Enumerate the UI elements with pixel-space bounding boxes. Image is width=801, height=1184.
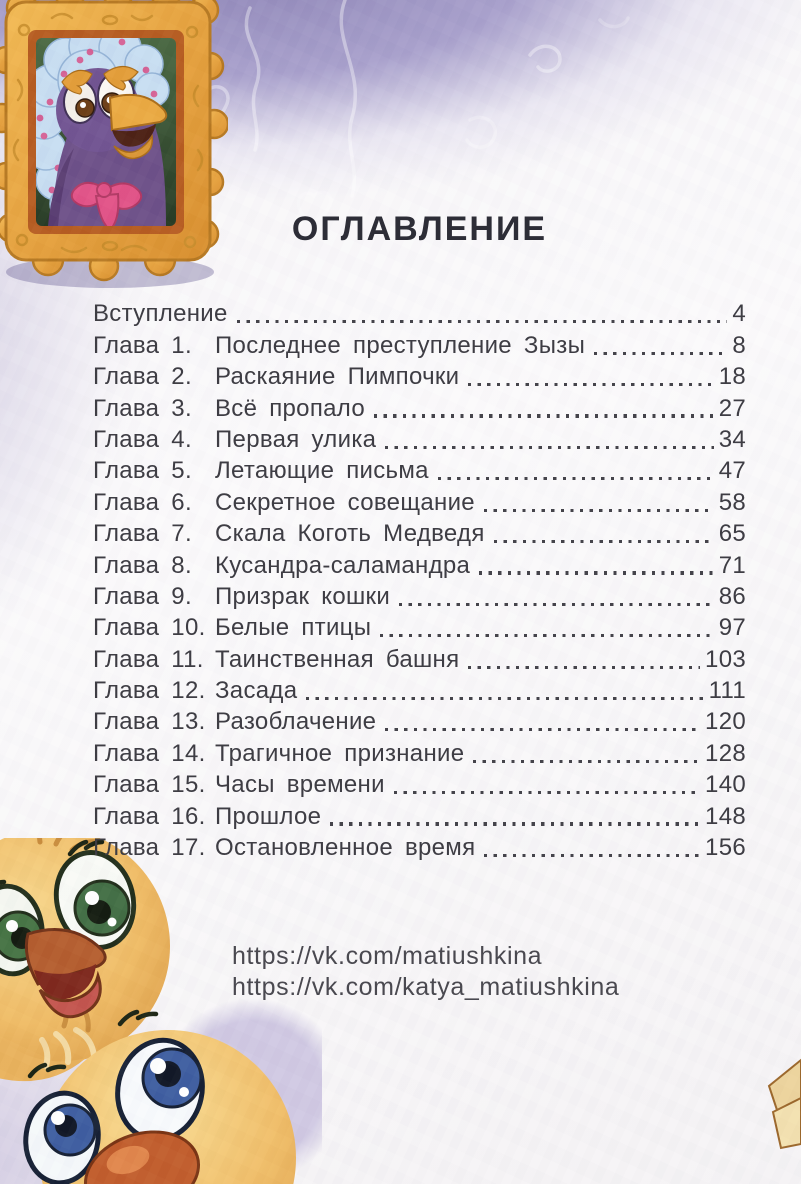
toc-entry-title: Остановленное время: [215, 834, 476, 862]
toc-entry-title: Белые птицы: [215, 614, 372, 642]
toc-entry-page: 120: [705, 708, 746, 736]
toc-entry-page: 58: [718, 488, 746, 516]
toc-entry: Глава 14. Трагичное признание 128: [93, 736, 746, 767]
toc-entry-label: Глава 9.: [93, 582, 192, 610]
toc-entry-page: 140: [705, 771, 746, 799]
toc-entry: Глава 4. Первая улика 34: [93, 423, 746, 454]
toc-entry-title: Разоблачение: [215, 708, 377, 736]
toc-dotted-leader: [437, 477, 714, 481]
toc-entry: Глава 6. Секретное совещание 58: [93, 485, 746, 516]
toc-dotted-leader: [484, 853, 701, 858]
toc-entry-title: Кусандра-саламандра: [215, 551, 471, 579]
toc-entry-title: Первая улика: [215, 425, 377, 453]
background-doodles: [184, 0, 630, 225]
toc-entry-label: Глава 8.: [93, 551, 192, 579]
toc-entry: Глава 10. Белые птицы 97: [93, 611, 746, 642]
toc-dotted-leader: [330, 822, 701, 826]
social-links: https://vk.com/matiushkina https://vk.com…: [232, 941, 619, 1003]
toc-dotted-leader: [236, 320, 728, 324]
toc-entry-title: Скала Коготь Медведя: [215, 520, 485, 548]
toc-entry-page: 148: [705, 802, 746, 830]
toc-entry-title: Часы времени: [215, 771, 385, 799]
toc-entry-title: Секретное совещание: [215, 488, 475, 516]
toc-entry: Глава 3. Всё пропало 27: [93, 391, 746, 422]
toc-entry-title: Раскаяние Пимпочки: [215, 363, 460, 391]
toc-entry-title: Вступление: [93, 300, 228, 328]
chick-characters-illustration: [0, 838, 322, 1184]
toc-dotted-leader: [594, 351, 728, 355]
toc-dotted-leader: [373, 414, 714, 418]
toc-entry-label: Глава 13.: [93, 708, 206, 736]
toc-entry-page: 4: [732, 300, 746, 328]
toc-dotted-leader: [493, 539, 714, 544]
toc-entry-label: Глава 16.: [93, 802, 206, 830]
toc-entry-label: Глава 14.: [93, 739, 206, 767]
toc-entry-label: Глава 17.: [93, 834, 206, 862]
toc-entry-page: 128: [705, 739, 746, 767]
toc-dotted-leader: [306, 696, 704, 701]
toc-dotted-leader: [483, 508, 714, 512]
toc-entry-page: 34: [718, 425, 746, 453]
toc-entry-page: 18: [718, 363, 746, 391]
toc-entry-page: 8: [732, 331, 746, 359]
toc-entry-title: Призрак кошки: [215, 582, 391, 610]
toc-entry-label: Глава 15.: [93, 771, 206, 799]
toc-entry: Глава 17. Остановленное время 156: [93, 831, 746, 862]
toc-dotted-leader: [399, 602, 714, 606]
toc-entry-page: 71: [718, 551, 746, 579]
toc-entry-label: Глава 3.: [93, 394, 192, 422]
toc-entry-title: Последнее преступление Зызы: [215, 331, 586, 359]
toc-entry-title: Засада: [215, 677, 298, 705]
toc-dotted-leader: [473, 759, 701, 763]
toc-dotted-leader: [380, 634, 714, 638]
toc-entry-label: Глава 6.: [93, 488, 192, 516]
toc-entry: Глава 12. Засада 111: [93, 674, 746, 705]
toc-entry: Глава 1. Последнее преступление Зызы 8: [93, 328, 746, 359]
toc-entry-label: Глава 5.: [93, 457, 192, 485]
toc-entry-title: Таинственная башня: [215, 645, 460, 673]
toc-entry-label: Глава 10.: [93, 614, 206, 642]
paper-scrap-illustration: [767, 1058, 801, 1150]
toc-entry-page: 27: [718, 394, 746, 422]
toc-dotted-leader: [385, 728, 701, 732]
toc-entry-title: Летающие письма: [215, 457, 429, 485]
toc-entry-page: 86: [718, 582, 746, 610]
toc-entry: Вступление 4: [93, 297, 746, 328]
page-title: ОГЛАВЛЕНИЕ: [291, 210, 548, 248]
toc-entry: Глава 2. Раскаяние Пимпочки 18: [93, 360, 746, 391]
toc-dotted-leader: [479, 571, 714, 575]
toc-entry: Глава 11. Таинственная башня 103: [93, 642, 746, 673]
toc-dotted-leader: [468, 382, 714, 387]
toc-entry-label: Глава 11.: [93, 645, 204, 673]
toc-entry-title: Всё пропало: [215, 394, 365, 422]
toc-entry-page: 111: [708, 677, 746, 705]
toc-dotted-leader: [468, 665, 701, 669]
vk-link: https://vk.com/katya_matiushkina: [232, 973, 620, 1001]
toc-entry: Глава 13. Разоблачение 120: [93, 705, 746, 736]
toc-entry-title: Трагичное признание: [215, 739, 465, 767]
toc-entry-label: Глава 4.: [93, 425, 192, 453]
toc-entry-page: 47: [718, 457, 746, 485]
toc-entry: Глава 15. Часы времени 140: [93, 768, 746, 799]
toc-entry-title: Прошлое: [215, 802, 322, 830]
toc-entry: Глава 16. Прошлое 148: [93, 799, 746, 830]
toc-entry-label: Глава 1.: [93, 331, 192, 359]
toc-entry: Глава 7. Скала Коготь Медведя 65: [93, 517, 746, 548]
toc-entry-label: Глава 7.: [93, 520, 192, 548]
toc-entry: Глава 9. Призрак кошки 86: [93, 580, 746, 611]
toc-entry-page: 156: [705, 834, 746, 862]
toc-entry-label: Глава 2.: [93, 363, 192, 391]
toc-entry-page: 103: [705, 645, 746, 673]
toc-entry: Глава 8. Кусандра-саламандра 71: [93, 548, 746, 579]
toc-dotted-leader: [385, 445, 714, 449]
table-of-contents: Вступление 4 Глава 1. Последнее преступлени…: [93, 297, 746, 862]
toc-entry-page: 65: [718, 520, 746, 548]
toc-entry-page: 97: [718, 614, 746, 642]
toc-entry-label: Глава 12.: [93, 677, 206, 705]
vk-link: https://vk.com/matiushkina: [232, 942, 543, 970]
toc-entry: Глава 5. Летающие письма 47: [93, 454, 746, 485]
toc-dotted-leader: [393, 791, 701, 795]
